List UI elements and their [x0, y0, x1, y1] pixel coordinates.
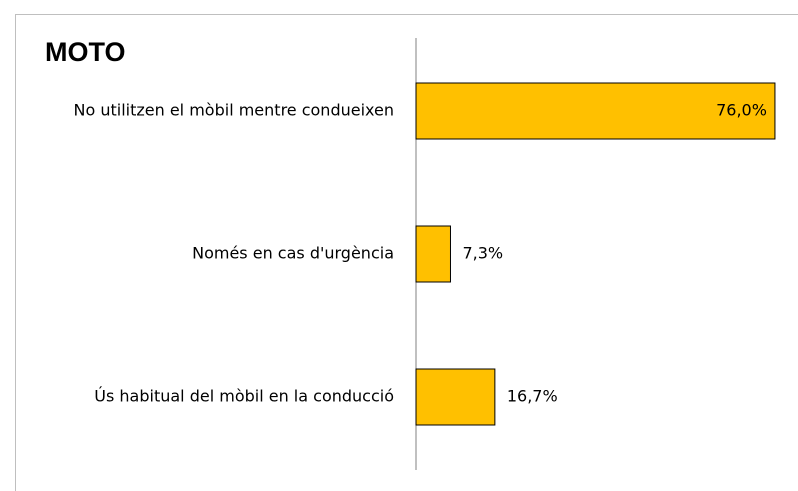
chart-frame	[15, 14, 798, 491]
bar	[415, 82, 776, 140]
category-label: No utilitzen el mòbil mentre condueixen	[74, 101, 395, 120]
bar	[415, 225, 451, 283]
value-label: 7,3%	[462, 244, 503, 263]
category-label: Ús habitual del mòbil en la conducció	[94, 387, 394, 406]
value-label: 76,0%	[716, 101, 767, 120]
bar	[415, 368, 496, 426]
category-label: Només en cas d'urgència	[192, 244, 394, 263]
chart-title: MOTO	[45, 37, 126, 67]
value-label: 16,7%	[507, 387, 558, 406]
